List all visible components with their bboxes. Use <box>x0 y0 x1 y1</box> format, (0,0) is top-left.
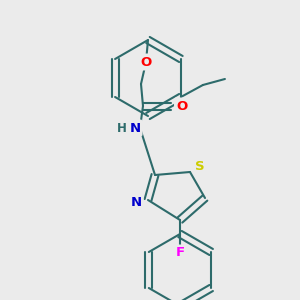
Text: S: S <box>195 160 205 173</box>
Text: O: O <box>176 100 187 112</box>
Text: N: N <box>129 122 141 134</box>
Text: F: F <box>176 247 184 260</box>
Text: H: H <box>117 122 127 134</box>
Text: O: O <box>140 56 152 68</box>
Text: N: N <box>130 196 142 209</box>
